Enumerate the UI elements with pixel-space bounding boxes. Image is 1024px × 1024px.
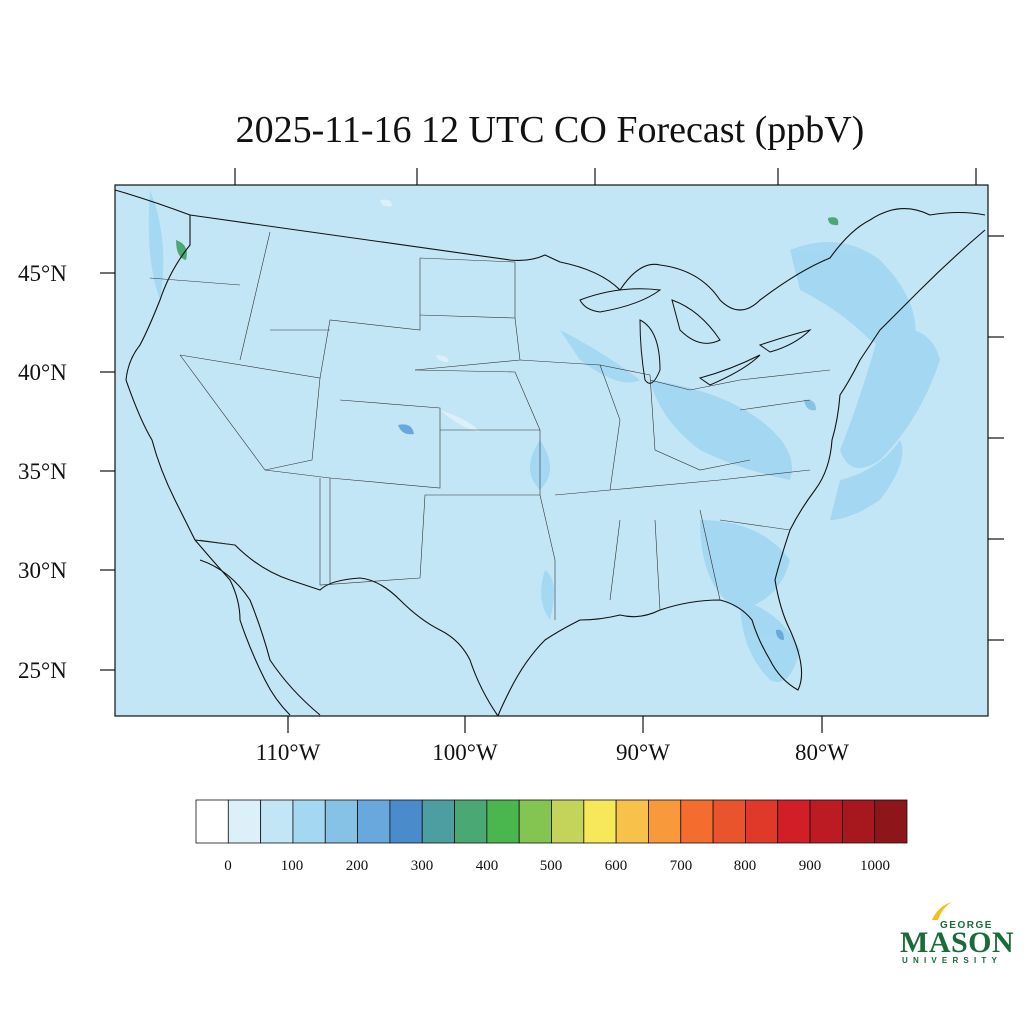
colorbar-segment — [357, 799, 391, 844]
colorbar-segment — [421, 799, 455, 844]
state-boundaries — [149, 231, 831, 620]
colorbar-tick-label: 800 — [734, 858, 757, 874]
colorbar-tick-label: 600 — [605, 858, 628, 874]
colorbar-tick-label: 0 — [224, 858, 232, 874]
george-mason-logo: GEORGE MASON UNIVERSITY — [896, 896, 1014, 970]
lat-label: 35°N — [18, 459, 67, 484]
colorbar-segment — [227, 799, 262, 844]
lon-label: 110°W — [256, 740, 321, 765]
lat-label: 30°N — [18, 558, 67, 583]
colorbar-segment — [551, 799, 585, 844]
great-lakes — [579, 288, 812, 386]
colorbar-segment — [841, 799, 876, 844]
colorbar-tick-label: 1000 — [860, 858, 890, 874]
colorbar-tick-label: 200 — [346, 858, 369, 874]
map-title: 2025-11-16 12 UTC CO Forecast (ppbV) — [235, 109, 865, 151]
logo-sub-text: UNIVERSITY — [902, 956, 1003, 965]
low-co-patches — [380, 199, 480, 432]
colorbar-tick-label: 300 — [411, 858, 434, 874]
colorbar-tick-label: 400 — [476, 858, 499, 874]
lon-label: 100°W — [432, 740, 498, 765]
colorbar-tick-label: 900 — [799, 858, 822, 874]
frame-ticks — [100, 168, 1004, 733]
colorbar — [195, 799, 908, 844]
logo-swoosh-icon — [932, 902, 952, 920]
logo-top-text: GEORGE — [940, 920, 993, 931]
colorbar-segment — [745, 799, 779, 844]
colorbar-segment — [195, 799, 229, 844]
lon-label: 80°W — [795, 740, 849, 765]
colorbar-segment — [583, 799, 617, 844]
lat-label: 25°N — [18, 658, 67, 683]
co-hotspots — [176, 217, 839, 640]
colorbar-tick-labels: 0 100 200 300 400 500 600 700 800 900 10… — [224, 858, 890, 874]
colorbar-segment — [809, 799, 843, 844]
colorbar-segment — [518, 799, 552, 844]
colorbar-segment — [712, 799, 746, 844]
colorbar-segment — [292, 799, 326, 844]
colorbar-segment — [454, 799, 488, 844]
colorbar-segment — [777, 799, 811, 844]
colorbar-segment — [260, 799, 294, 844]
colorbar-segment — [486, 799, 520, 844]
latitude-labels: 45°N 40°N 35°N 30°N 25°N — [18, 261, 67, 683]
colorbar-segment — [615, 799, 649, 844]
colorbar-segment — [389, 799, 423, 844]
colorbar-segment — [680, 799, 714, 844]
longitude-labels: 110°W 100°W 90°W 80°W — [256, 740, 850, 765]
colorbar-tick-label: 100 — [281, 858, 304, 874]
lon-label: 90°W — [616, 740, 670, 765]
colorbar-segment — [648, 799, 682, 844]
colorbar-tick-label: 500 — [540, 858, 563, 874]
colorbar-segment — [324, 799, 358, 844]
logo-main-text: MASON — [900, 926, 1015, 959]
lat-label: 45°N — [18, 261, 67, 286]
coastlines — [114, 189, 986, 717]
lat-label: 40°N — [18, 360, 67, 385]
colorbar-segment — [874, 799, 908, 844]
colorbar-tick-label: 700 — [670, 858, 693, 874]
co-plumes — [148, 190, 940, 682]
